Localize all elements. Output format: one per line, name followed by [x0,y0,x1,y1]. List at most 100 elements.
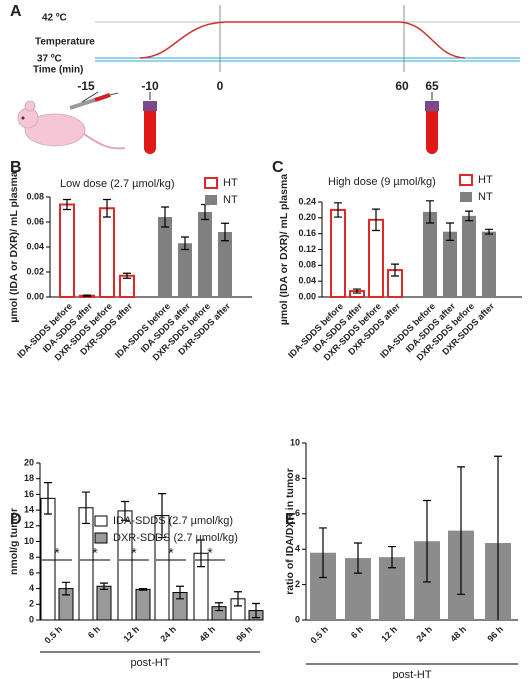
y-tick-label: 0.00 [298,291,316,301]
bar [178,243,192,297]
time-label: Time (min) [33,65,83,76]
time-point: -15 [77,79,95,93]
bar [99,207,115,298]
bar [482,231,496,297]
error-bar [423,499,431,583]
error-bar [252,602,260,619]
time-point: 0 [217,79,224,93]
error-bar [215,602,223,612]
temp-high: 42 ºC [42,13,67,24]
legend-label: NT [223,194,238,206]
error-bar [197,539,205,568]
y-tick-label: 0.24 [298,196,316,206]
y-axis-label: µmol (IDA or DXR)/ mL plasma [278,174,290,325]
chart-title: High dose (9 µmol/kg) [328,176,436,188]
error-bar [494,455,502,620]
y-tick-label: 0 [29,614,34,624]
time-point: 65 [425,79,439,93]
temp-curve [139,21,466,59]
error-bar [121,500,129,521]
error-bar [161,206,169,228]
time-point: 60 [395,79,409,93]
y-tick-label: 10 [24,536,34,546]
y-tick-label: 0 [295,614,300,624]
y-tick-label: 6 [295,508,300,518]
y-tick-label: 4 [295,544,300,554]
error-bar [372,208,380,232]
error-bar [100,582,108,590]
time-point: -10 [141,79,159,93]
significance: * [131,545,137,561]
panel-a: A 42 ºC Temperature 37 ºC Time (min) -15… [10,3,520,154]
y-tick-label: 8 [29,552,34,562]
legend-label: IDA-SDDS (2.7 µmol/kg) [113,515,233,527]
legend-swatch [459,174,473,186]
error-bar [139,588,147,591]
y-tick-label: 0.20 [298,212,316,222]
x-tick-label: 96 h [234,624,254,644]
bar [135,588,151,621]
error-bar [446,222,454,241]
legend-swatch [460,192,472,202]
error-bar [426,200,434,224]
error-bar [158,493,166,539]
panel-label: E [285,511,296,528]
error-bar [485,228,493,235]
y-tick-label: 8 [295,473,300,483]
y-tick-label: 0.16 [298,228,316,238]
error-bar [44,482,52,515]
error-bar [319,527,327,579]
error-bar [354,542,362,574]
bar [198,212,212,297]
y-axis-label: nmol/g tumor [8,508,20,575]
x-tick-label: 12 h [121,624,141,644]
tube [425,101,439,154]
y-tick-label: 18 [24,473,34,483]
bar [40,497,56,621]
error-bar [123,272,131,279]
y-tick-label: 6 [29,567,34,577]
error-bar [221,222,229,242]
panel: B Low dose (2.7 µmol/kg) µmol (IDA or DXR)… [8,159,252,363]
legend-swatch [94,532,108,544]
y-axis-label: µmol (IDA or DXR)/ mL plasma [8,171,20,322]
temp-low: 37 ºC [37,54,62,65]
error-bar [388,545,396,569]
arrow [81,91,99,103]
panel: C High dose (9 µmol/kg) µmol (IDA or DXR)/… [272,159,522,363]
error-bar [457,466,465,595]
y-tick-label: 0.04 [26,241,44,251]
error-bar [83,294,91,297]
y-tick-label: 0.00 [26,291,44,301]
panel-label: B [10,159,22,176]
x-tick-label: 48 h [448,624,468,644]
x-tick-label: 48 h [197,624,217,644]
bar [462,215,476,297]
x-tick-label: 24 h [414,624,434,644]
y-axis-label: ratio of IDA/DXR in tumor [284,468,296,595]
bar [96,585,112,621]
x-tick-label: 24 h [158,624,178,644]
y-tick-label: 0.12 [298,244,316,254]
x-axis-label: post-HT [392,669,431,679]
bar [119,274,135,298]
bar [368,218,384,298]
x-tick-label: 6 h [349,624,365,640]
bar [117,510,133,621]
y-tick-label: 12 [24,520,34,530]
tube [143,101,157,154]
error-bar [353,288,361,294]
significance: * [54,545,60,561]
error-bar [63,198,71,211]
significance: * [168,545,174,561]
legend-swatch [204,177,218,189]
error-bar [465,210,473,222]
error-bar [181,236,189,251]
y-tick-label: 2 [29,599,34,609]
bar [330,208,346,299]
panel-label: C [272,159,284,176]
bar [423,211,437,297]
error-bar [234,591,242,607]
x-tick-label: 6 h [86,624,102,640]
